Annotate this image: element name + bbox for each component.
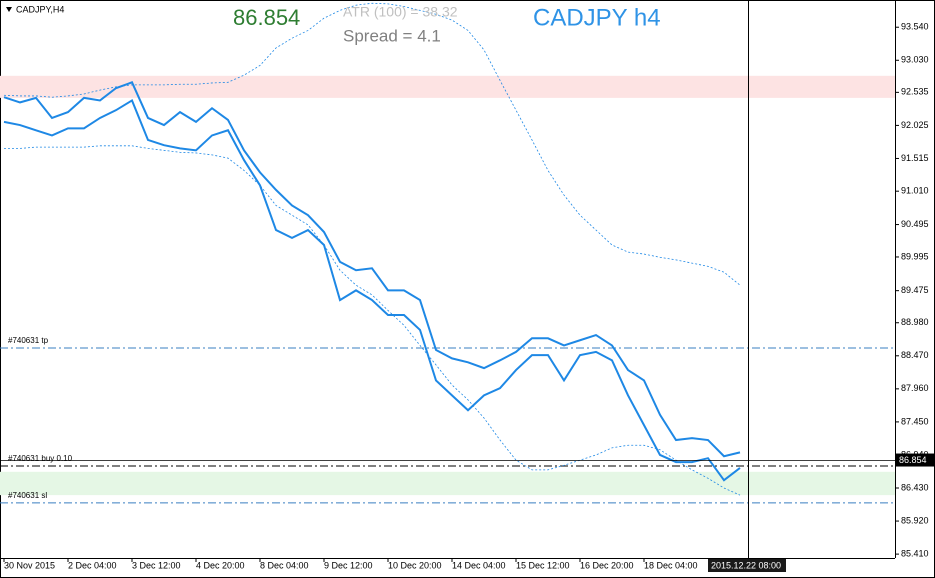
order-label: #740631 tp [8,336,49,345]
x-tick-label: 3 Dec 12:00 [132,560,181,570]
x-tick-label: 18 Dec 04:00 [644,560,698,570]
y-tick-label: 87.960 [901,383,929,393]
x-tick-label: 30 Nov 2015 [4,560,55,570]
order-label: #740631 sl [8,491,47,500]
x-tick-label: 2 Dec 04:00 [68,560,117,570]
price-readout: 86.854 [233,5,300,30]
atr-readout: ATR (100) = 38.32 [343,4,458,20]
crosshair-label: 2015.12.22 08:00 [711,560,781,570]
x-tick-label: 8 Dec 04:00 [260,560,309,570]
y-tick-label: 92.025 [901,120,929,130]
y-tick-label: 91.010 [901,186,929,196]
spread-readout: Spread = 4.1 [343,26,441,45]
y-tick-label: 88.470 [901,350,929,360]
y-tick-label: 93.030 [901,55,929,65]
symbol-label: CADJPY h4 [533,4,661,31]
x-tick-label: 16 Dec 20:00 [580,560,634,570]
y-tick-label: 86.430 [901,482,929,492]
price-line [3,81,741,458]
x-tick-label: 10 Dec 20:00 [388,560,442,570]
y-tick-label: 88.980 [901,317,929,327]
band-line [3,2,741,286]
crosshair-box [708,559,786,572]
y-tick-label: 92.535 [901,87,929,97]
y-tick-label: 87.450 [901,416,929,426]
last-price-label: 86.854 [899,455,927,465]
x-tick-label: 4 Dec 20:00 [196,560,245,570]
chart-title: CADJPY,H4 [16,4,64,14]
zone [0,471,895,496]
y-tick-label: 89.995 [901,251,929,261]
y-tick-label: 85.410 [901,548,929,558]
zone [0,75,895,98]
menu-arrow [6,7,12,12]
y-tick-label: 85.920 [901,515,929,525]
x-tick-label: 14 Dec 04:00 [452,560,506,570]
band-line [4,145,741,496]
y-tick-label: 89.475 [901,285,929,295]
price-line [3,98,741,482]
x-tick-label: 9 Dec 12:00 [324,560,373,570]
order-label: #740631 buy 0.10 [8,454,73,463]
y-tick-label: 91.515 [901,153,929,163]
y-tick-label: 90.495 [901,219,929,229]
y-tick-label: 93.540 [901,22,929,32]
x-tick-label: 15 Dec 12:00 [516,560,570,570]
last-price-box [896,453,934,467]
